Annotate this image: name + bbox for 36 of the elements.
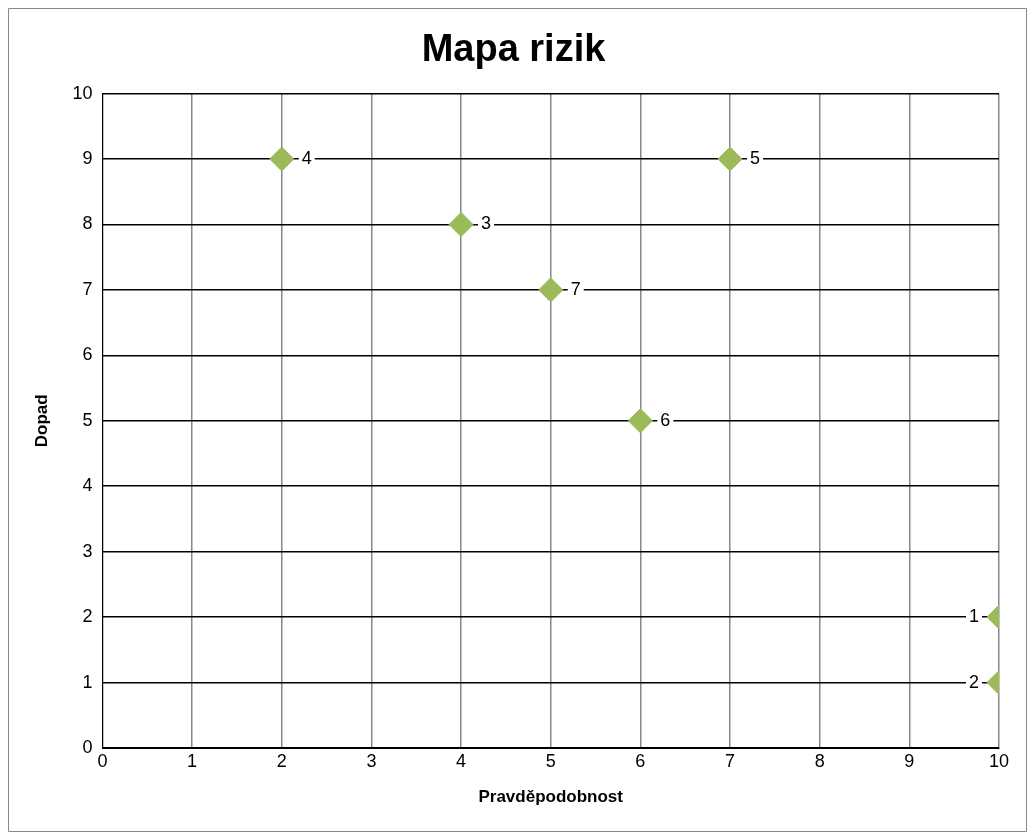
x-tick-label: 10 (988, 750, 1010, 771)
annotation: 1 (968, 606, 979, 627)
annotation: 5 (750, 148, 761, 169)
y-tick-label: 6 (82, 344, 93, 365)
x-tick-label: 5 (545, 750, 556, 771)
x-tick-label: 8 (814, 750, 825, 771)
y-tick-label: 3 (82, 540, 93, 561)
annotation: 4 (301, 148, 312, 169)
annotation: 2 (968, 671, 979, 692)
x-tick-label: 0 (97, 750, 108, 771)
x-tick-label: 9 (904, 750, 915, 771)
x-tick-label: 4 (456, 750, 467, 771)
annotation: 6 (660, 409, 671, 430)
y-tick-label: 2 (82, 606, 93, 627)
x-tick-label: 1 (187, 750, 198, 771)
x-tick-label: 3 (366, 750, 377, 771)
annotation: 7 (570, 278, 581, 299)
y-tick-label: 9 (82, 148, 93, 169)
y-tick-label: 0 (82, 736, 93, 757)
point (538, 277, 564, 303)
y-tick-label: 5 (82, 409, 93, 430)
point (269, 146, 295, 172)
y-tick-label: 4 (82, 475, 93, 496)
x-tick-label: 7 (725, 750, 736, 771)
point (627, 408, 653, 434)
x-axis-title: Pravděpodobnost (478, 787, 624, 807)
y-axis-title: Dopad (31, 394, 51, 448)
y-tick-label: 10 (72, 82, 93, 103)
point (448, 211, 474, 237)
annotation: 3 (481, 213, 492, 234)
y-tick-label: 8 (82, 213, 93, 234)
y-tick-label: 1 (82, 671, 93, 692)
x-tick-label: 2 (276, 750, 287, 771)
y-tick-label: 7 (82, 278, 93, 299)
x-tick-label: 6 (635, 750, 646, 771)
chart-title: Mapa rizik (421, 27, 607, 70)
